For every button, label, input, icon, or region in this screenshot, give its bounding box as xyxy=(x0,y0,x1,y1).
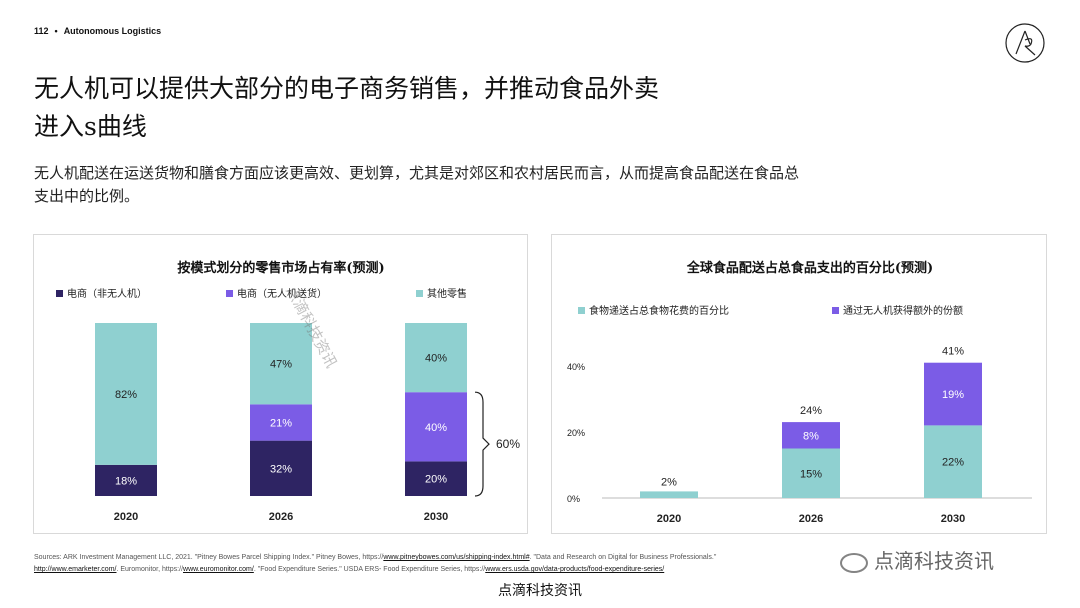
retail-share-chart: 按模式划分的零售市场占有率(预测) 电商（非无人机） 电商（无人机送货） 其他零售 18… xyxy=(56,260,520,523)
data-label: 40% xyxy=(425,422,447,434)
page-header: 112 • Autonomous Logistics xyxy=(34,26,162,36)
data-label: 22% xyxy=(942,457,964,469)
annotation-bracket xyxy=(474,391,490,497)
data-label: 19% xyxy=(942,389,964,401)
legend-label: 通过无人机获得额外的份额 xyxy=(843,304,963,317)
legend-label: 电商（无人机送货） xyxy=(237,287,327,300)
sources-link-emarketer[interactable]: http://www.emarketer.com/ xyxy=(34,566,117,573)
data-label: 20% xyxy=(425,474,447,486)
total-label: 41% xyxy=(942,346,964,358)
subtitle-line-2: 支出中的比例。 xyxy=(34,187,140,205)
food-delivery-chart: 全球食品配送占总食品支出的百分比(预测) 食物递送占总食物花费的百分比 通过无人机获… xyxy=(567,260,1032,525)
section-name: Autonomous Logistics xyxy=(63,26,162,36)
bar-segment xyxy=(782,448,840,498)
bar-segment xyxy=(250,404,312,441)
wechat-watermark-text: 点滴科技资讯 xyxy=(874,549,994,573)
data-label: 32% xyxy=(270,463,292,475)
legend-swatch xyxy=(226,290,233,297)
bar-segment xyxy=(405,323,467,393)
bar-segment xyxy=(405,461,467,496)
food-delivery-chart-panel: 全球食品配送占总食品支出的百分比(预测) 食物递送占总食物花费的百分比 通过无人机获… xyxy=(551,234,1047,534)
sources-link-pitneybowes[interactable]: www.pitneybowes.com/us/shipping-index.ht… xyxy=(383,554,530,561)
data-label: 82% xyxy=(115,389,137,401)
page-title: 无人机可以提供大部分的电子商务销售，并推动食品外卖 进入s曲线 xyxy=(34,70,934,146)
page-number: 112 xyxy=(34,26,49,36)
ark-logo-icon xyxy=(1005,23,1045,63)
wechat-icon xyxy=(840,552,868,573)
y-tick-label: 40% xyxy=(567,362,585,372)
data-label: 47% xyxy=(270,359,292,371)
x-tick-label: 2026 xyxy=(269,511,293,523)
sources-link-ers[interactable]: www.ers.usda.gov/data-products/food-expe… xyxy=(485,566,665,573)
annotation-label: 60% xyxy=(496,437,520,451)
bar-segment xyxy=(640,491,698,498)
retail-share-chart-panel: 按模式划分的零售市场占有率(预测) 电商（非无人机） 电商（无人机送货） 其他零售 18… xyxy=(33,234,528,534)
legend-swatch xyxy=(56,290,63,297)
title-line-2: 进入s曲线 xyxy=(34,112,147,141)
x-tick-label: 2030 xyxy=(941,513,965,525)
sources-text-4: . "Food Expenditure Series." USDA ERS- F… xyxy=(253,566,486,573)
sources-note: Sources: ARK Investment Management LLC, … xyxy=(34,552,894,576)
bar-segment xyxy=(924,425,982,498)
legend-label: 食物递送占总食物花费的百分比 xyxy=(589,304,729,317)
bar-segment xyxy=(782,422,840,449)
legend-label: 其他零售 xyxy=(427,287,467,300)
bar-segment xyxy=(250,440,312,496)
title-line-1: 无人机可以提供大部分的电子商务销售，并推动食品外卖 xyxy=(34,74,660,103)
x-tick-label: 2026 xyxy=(799,513,823,525)
data-label: 15% xyxy=(800,468,822,480)
chart-title: 全球食品配送占总食品支出的百分比(预测) xyxy=(686,260,933,276)
sources-text-2: . "Data and Research on Digital for Busi… xyxy=(529,554,717,561)
data-label: 40% xyxy=(425,353,447,365)
x-tick-label: 2020 xyxy=(114,511,138,523)
data-label: 18% xyxy=(115,475,137,487)
bottom-watermark: 点滴科技资讯 xyxy=(498,583,582,599)
y-tick-label: 0% xyxy=(567,494,580,504)
bar-segment xyxy=(250,323,312,405)
wechat-watermark: 点滴科技资讯 xyxy=(840,545,994,574)
data-label: 2% xyxy=(661,476,677,488)
chart-title: 按模式划分的零售市场占有率(预测) xyxy=(177,260,384,276)
y-tick-label: 20% xyxy=(567,428,585,438)
bar-segment xyxy=(924,362,982,426)
bar-segment xyxy=(405,392,467,462)
legend-swatch xyxy=(416,290,423,297)
legend-label: 电商（非无人机） xyxy=(67,287,147,300)
subtitle-line-1: 无人机配送在运送货物和膳食方面应该更高效、更划算，尤其是对郊区和农村居民而言，从… xyxy=(34,164,800,182)
sources-link-euromonitor[interactable]: www.euromonitor.com/ xyxy=(183,566,254,573)
data-label: 8% xyxy=(803,430,819,442)
sources-text-3: . Euromonitor, https:// xyxy=(116,566,184,573)
legend-swatch xyxy=(832,307,839,314)
total-label: 24% xyxy=(800,405,822,417)
data-label: 21% xyxy=(270,417,292,429)
bar-segment xyxy=(95,464,157,496)
sources-text-1: Sources: ARK Investment Management LLC, … xyxy=(34,554,384,561)
x-tick-label: 2020 xyxy=(657,513,681,525)
bar-segment xyxy=(95,323,157,465)
page-subtitle: 无人机配送在运送货物和膳食方面应该更高效、更划算，尤其是对郊区和农村居民而言，从… xyxy=(34,162,974,208)
x-tick-label: 2030 xyxy=(424,511,448,523)
legend-swatch xyxy=(578,307,585,314)
